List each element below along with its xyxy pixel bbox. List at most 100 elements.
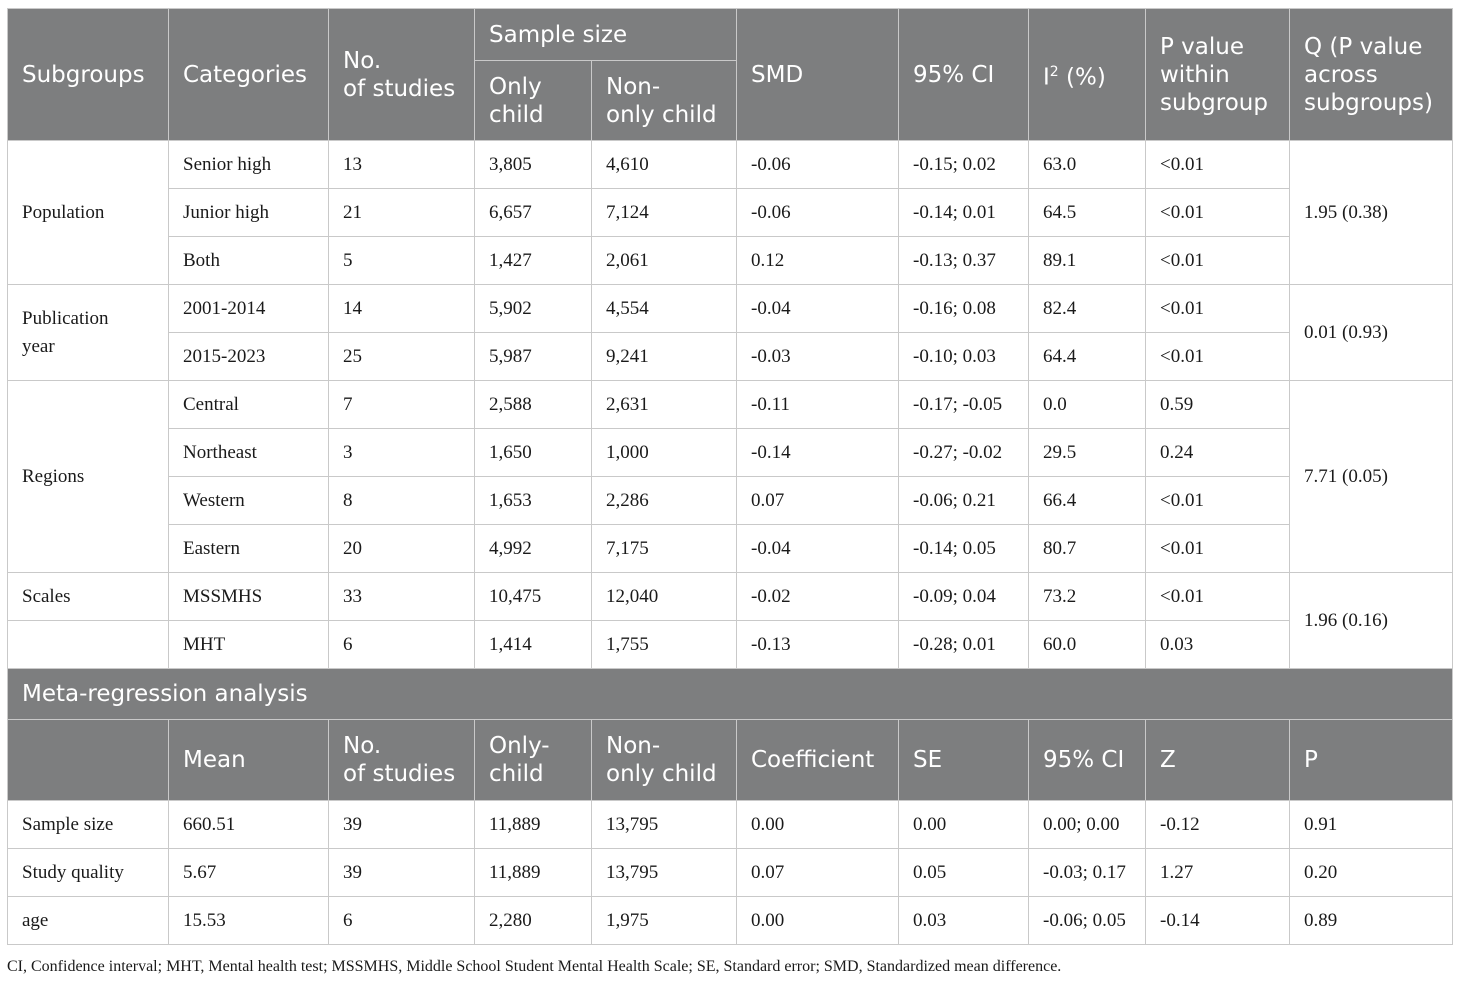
table-row: Western 8 1,653 2,286 0.07 -0.06; 0.21 6… [8,476,1453,525]
studies-cell: 5 [328,236,475,285]
category-cell: Western [168,476,329,525]
studies-cell: 14 [328,284,475,333]
ci-cell: -0.09; 0.04 [898,572,1029,621]
table-row: Northeast 3 1,650 1,000 -0.14 -0.27; -0.… [8,428,1453,477]
non-only-child-cell: 4,554 [591,284,737,333]
non-only-child-cell: 7,175 [591,524,737,573]
results-table: Subgroups Categories No. of studies Samp… [7,8,1453,945]
category-cell: Junior high [168,188,329,237]
only-child-cell: 2,588 [474,380,592,429]
meta-ci-cell: -0.06; 0.05 [1028,896,1146,945]
meta-only-child-cell: 11,889 [474,800,592,849]
ci-cell: -0.27; -0.02 [898,428,1029,477]
only-child-cell: 10,475 [474,572,592,621]
p-cell: 0.59 [1145,380,1290,429]
meta-header-coefficient: Coefficient [736,719,899,801]
table-row: Sample size 660.51 39 11,889 13,795 0.00… [7,800,1453,849]
meta-p-cell: 0.89 [1289,896,1453,945]
header-smd: SMD [736,8,899,141]
meta-non-only-child-cell: 13,795 [591,848,737,897]
meta-z-cell: 1.27 [1145,848,1290,897]
p-cell: <0.01 [1145,476,1290,525]
smd-cell: -0.14 [736,428,899,477]
table-row: MHT 6 1,414 1,755 -0.13 -0.28; 0.01 60.0… [7,620,1453,669]
studies-cell: 21 [328,188,475,237]
meta-p-cell: 0.20 [1289,848,1453,897]
meta-se-cell: 0.03 [898,896,1029,945]
meta-header-no-of-studies: No. of studies [328,719,475,801]
smd-cell: -0.04 [736,524,899,573]
only-child-cell: 5,902 [474,284,592,333]
smd-cell: -0.13 [736,620,899,669]
p-cell: <0.01 [1145,236,1290,285]
category-cell: Central [168,380,329,429]
p-cell: <0.01 [1145,332,1290,381]
studies-cell: 33 [328,572,475,621]
p-cell: <0.01 [1145,524,1290,573]
header-no-of-studies: No. of studies [328,8,475,141]
smd-cell: -0.06 [736,140,899,189]
p-cell: 0.03 [1145,620,1290,669]
q-cell: 1.96 (0.16) [1289,572,1453,669]
smd-cell: -0.02 [736,572,899,621]
meta-p-cell: 0.91 [1289,800,1453,849]
i2-cell: 73.2 [1028,572,1146,621]
header-non-only-child: Non- only child [591,60,737,141]
non-only-child-cell: 1,755 [591,620,737,669]
header-sample-size: Sample size [474,8,737,61]
meta-coefficient-cell: 0.00 [736,800,899,849]
meta-coefficient-cell: 0.00 [736,896,899,945]
meta-mean-cell: 5.67 [168,848,329,897]
p-cell: <0.01 [1145,572,1290,621]
meta-mean-cell: 660.51 [168,800,329,849]
ci-cell: -0.14; 0.01 [898,188,1029,237]
meta-z-cell: -0.14 [1145,896,1290,945]
group-label: Population [7,140,169,285]
non-only-child-cell: 1,000 [591,428,737,477]
ci-cell: -0.16; 0.08 [898,284,1029,333]
table-row: Regions Central 7 2,588 2,631 -0.11 -0.1… [7,380,1453,573]
meta-z-cell: -0.12 [1145,800,1290,849]
category-cell: Senior high [168,140,329,189]
meta-header-p: P [1289,719,1453,801]
meta-non-only-child-cell: 13,795 [591,800,737,849]
studies-cell: 20 [328,524,475,573]
studies-cell: 13 [328,140,475,189]
ci-cell: -0.06; 0.21 [898,476,1029,525]
table-row: 2015-2023 25 5,987 9,241 -0.03 -0.10; 0.… [8,332,1453,381]
only-child-cell: 5,987 [474,332,592,381]
table-row: Population Senior high 13 3,805 4,610 -0… [7,140,1453,285]
non-only-child-cell: 9,241 [591,332,737,381]
header-95-ci: 95% CI [898,8,1029,141]
only-child-cell: 1,427 [474,236,592,285]
header-q-across: Q (P value across subgroups) [1289,8,1453,141]
meta-header-se: SE [898,719,1029,801]
i2-cell: 80.7 [1028,524,1146,573]
smd-cell: -0.11 [736,380,899,429]
meta-label-cell: age [7,896,169,945]
meta-non-only-child-cell: 1,975 [591,896,737,945]
group-label [7,620,169,669]
p-cell: 0.24 [1145,428,1290,477]
ci-cell: -0.14; 0.05 [898,524,1029,573]
table-row: Both 5 1,427 2,061 0.12 -0.13; 0.37 89.1… [8,236,1453,285]
p-cell: <0.01 [1145,140,1290,189]
only-child-cell: 4,992 [474,524,592,573]
i2-cell: 64.5 [1028,188,1146,237]
table-row: Publication year 2001-2014 14 5,902 4,55… [7,284,1453,381]
meta-header-z: Z [1145,719,1290,801]
table-row: Junior high 21 6,657 7,124 -0.06 -0.14; … [8,188,1453,237]
smd-cell: -0.06 [736,188,899,237]
header-only-child: Only child [474,60,592,141]
i2-cell: 82.4 [1028,284,1146,333]
table-footnote: CI, Confidence interval; MHT, Mental hea… [7,958,1062,975]
category-cell: MSSMHS [168,572,329,621]
meta-header-row: Mean No. of studies Only- child Non- onl… [7,719,1453,801]
p-cell: <0.01 [1145,188,1290,237]
meta-coefficient-cell: 0.07 [736,848,899,897]
table-row: Eastern 20 4,992 7,175 -0.04 -0.14; 0.05… [8,524,1453,573]
only-child-cell: 3,805 [474,140,592,189]
meta-label-cell: Study quality [7,848,169,897]
smd-cell: -0.03 [736,332,899,381]
studies-cell: 8 [328,476,475,525]
